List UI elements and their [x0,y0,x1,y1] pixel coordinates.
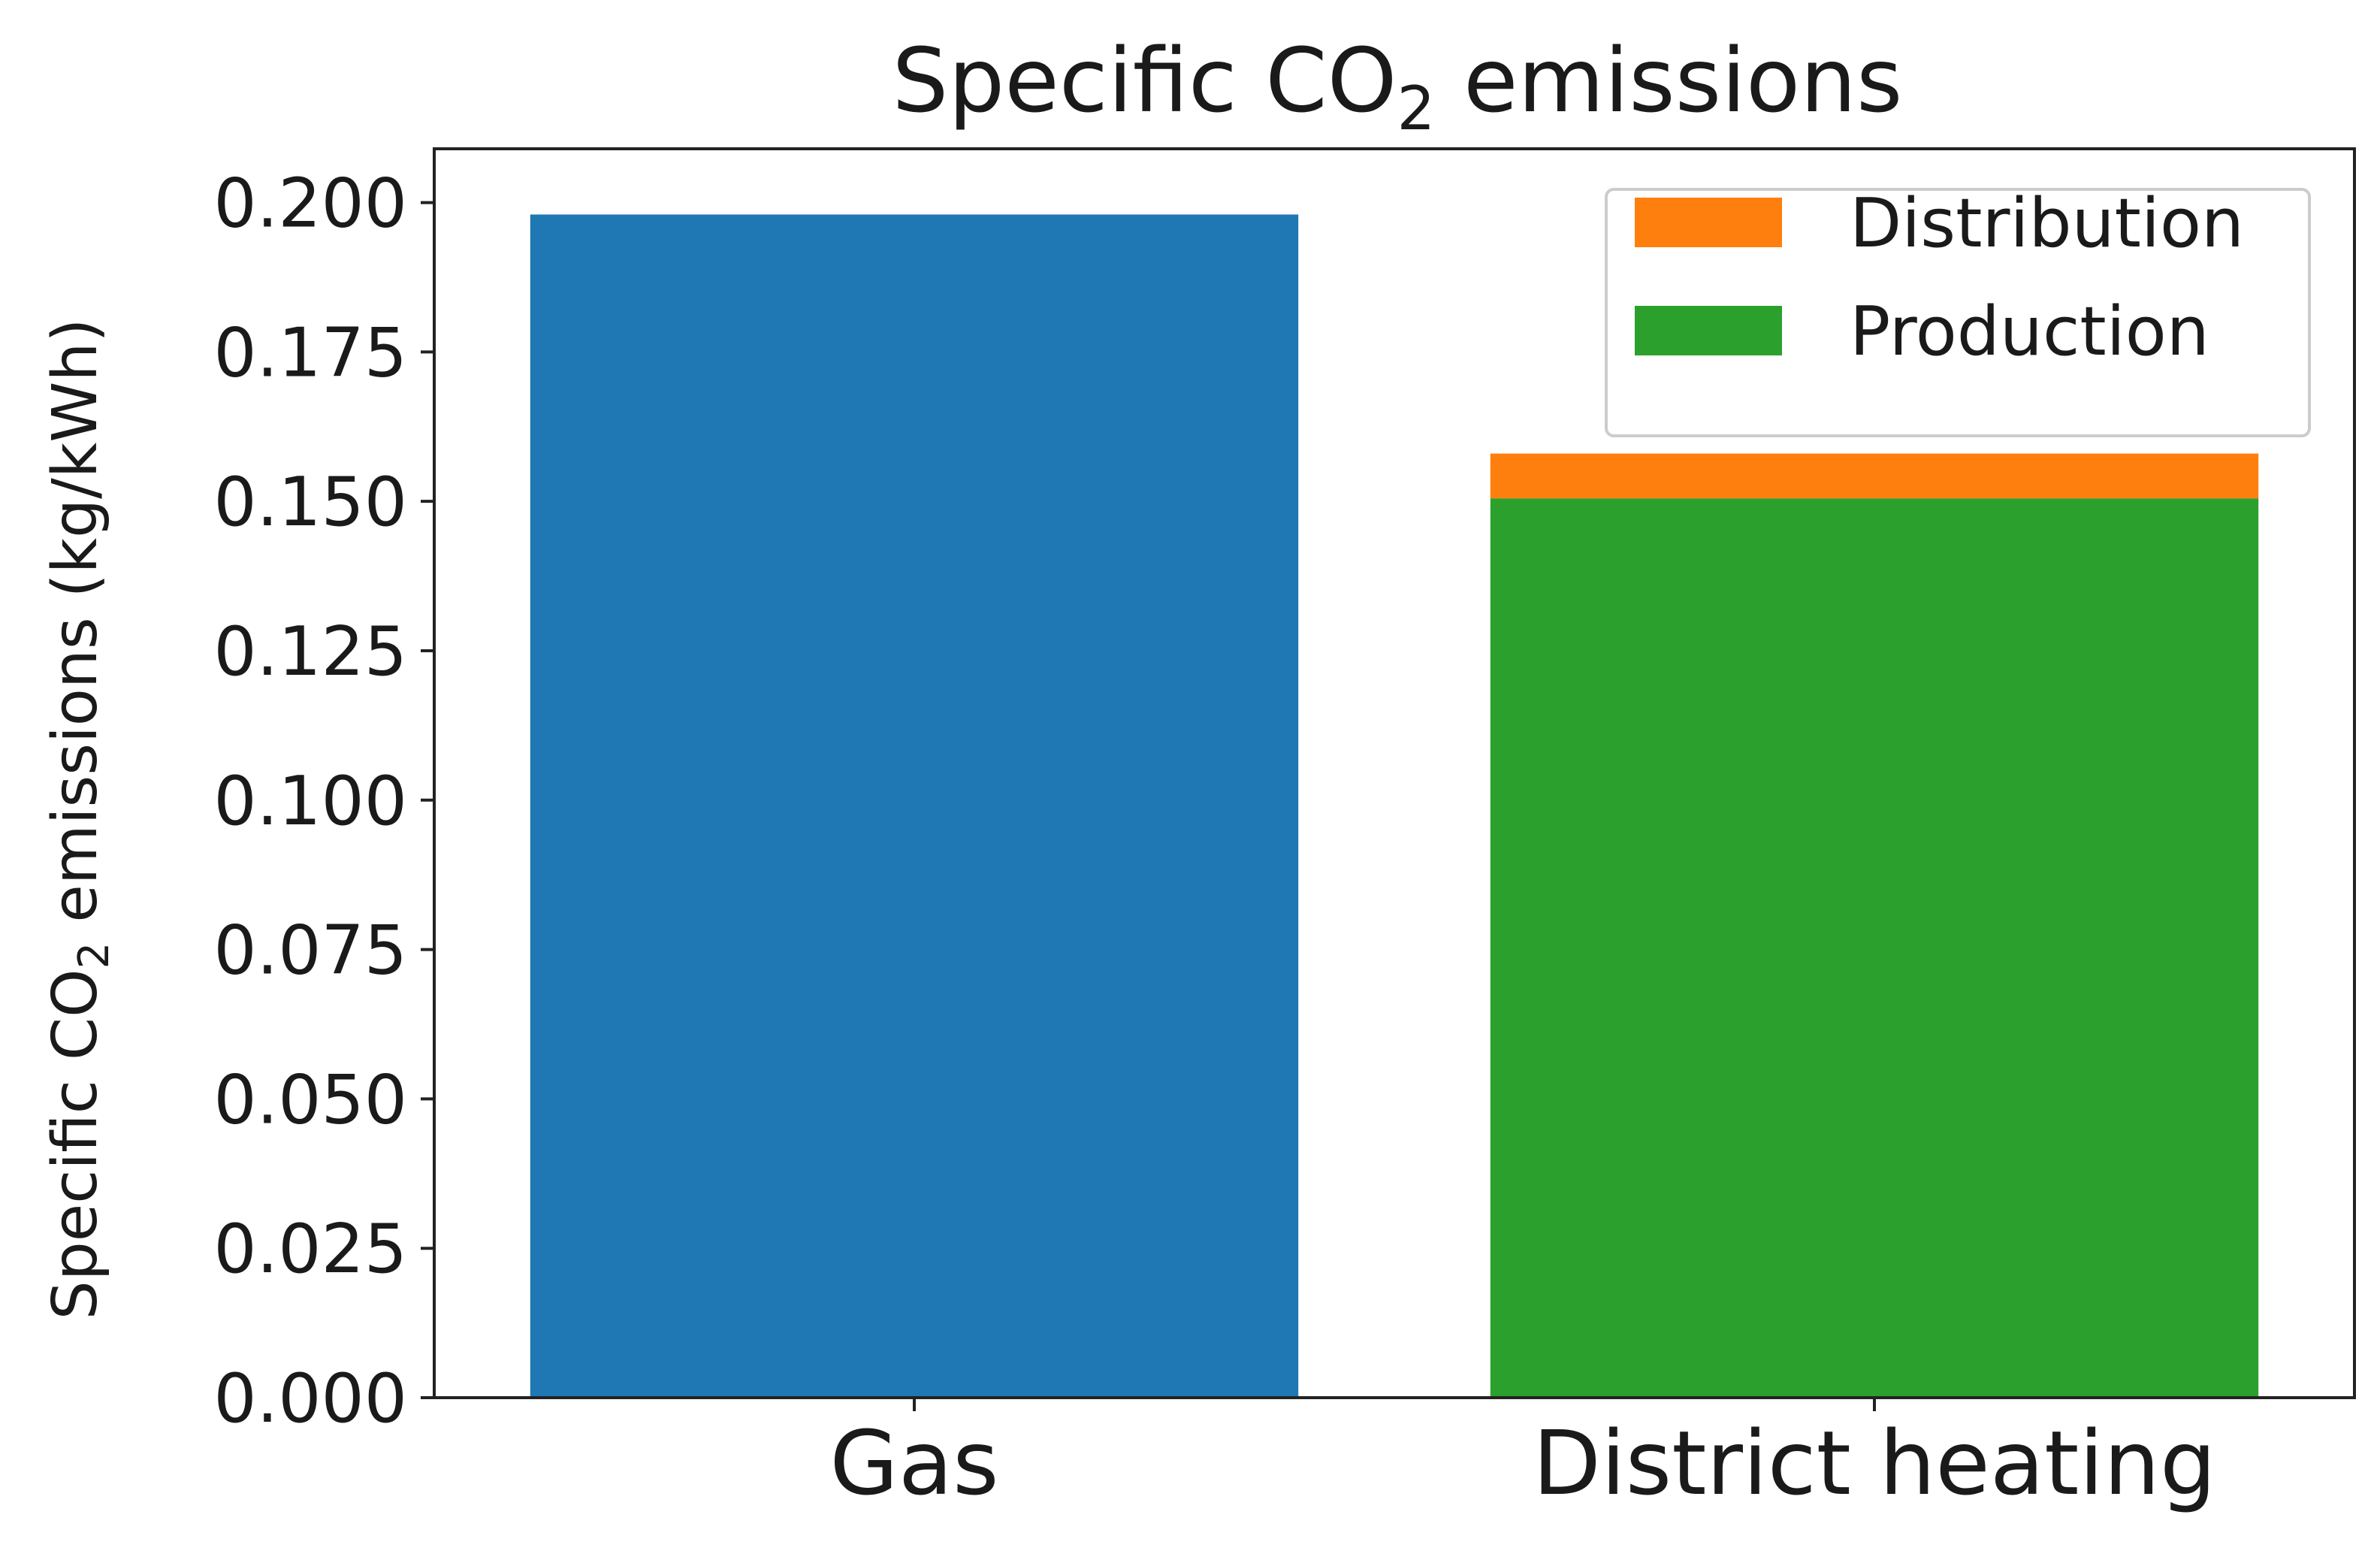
legend-label-distribution: Distribution [1850,184,2244,263]
x-ticks: Gas District heating [829,1398,2216,1515]
bar-district-heating-production [1490,498,2259,1398]
y-tick-label: 0.125 [213,612,407,691]
y-tick-label: 0.175 [213,313,407,392]
y-tick-label: 0.075 [213,911,407,990]
legend-swatch-production [1635,306,1782,355]
y-axis-label: Specific CO2 emissions (kg/kWh) [40,319,119,1320]
x-tick-label: District heating [1533,1411,2216,1515]
y-ticks: 0.000 0.025 0.050 0.075 0.100 0.125 0.150 0.175… [213,165,434,1438]
y-tick-label: 0.000 [213,1359,407,1438]
legend: Distribution Production [1605,184,2311,437]
chart-title: Specific CO2 emissions [892,29,1903,144]
bars-group [530,214,2259,1398]
bar-district-heating-distribution [1490,453,2259,499]
x-tick-label: Gas [829,1411,998,1515]
y-tick-label: 0.200 [213,165,407,243]
y-tick-label: 0.025 [213,1210,407,1289]
plot-frame [433,147,2356,1399]
y-tick-label: 0.100 [213,762,407,841]
plot-area: 0.000 0.025 0.050 0.075 0.100 0.125 0.150 0.175… [213,147,2356,1515]
legend-label-production: Production [1850,292,2209,371]
legend-swatch-distribution [1635,198,1782,247]
bar-gas-total [530,214,1299,1398]
legend-box [1605,188,2311,437]
y-tick-label: 0.050 [213,1060,407,1139]
y-tick-label: 0.150 [213,463,407,542]
